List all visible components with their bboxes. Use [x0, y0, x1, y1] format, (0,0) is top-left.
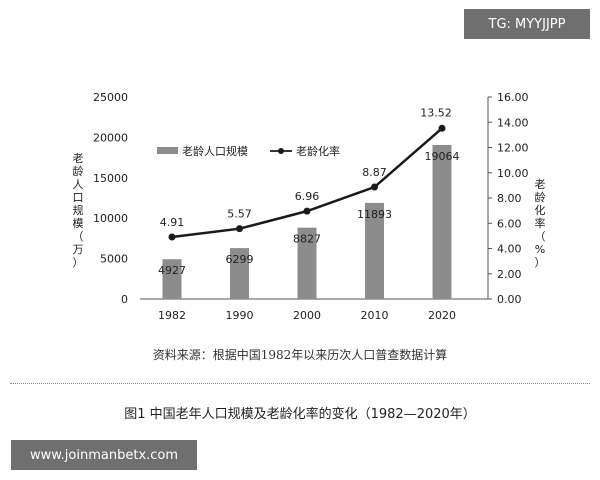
left-tick-label: 15000	[93, 172, 128, 185]
right-tick-label: 4.00	[497, 243, 522, 256]
right-tick-label: 6.00	[497, 217, 522, 230]
left-tick-label: 20000	[93, 131, 128, 144]
bar	[432, 144, 452, 299]
x-tick-label: 2010	[361, 309, 389, 322]
bar	[162, 259, 182, 299]
right-tick-label: 12.00	[497, 142, 529, 155]
right-tick-label: 16.00	[497, 91, 529, 104]
line-point	[303, 207, 311, 215]
x-tick-label: 1982	[158, 309, 186, 322]
bar-value-label: 4927	[158, 264, 186, 277]
line-value-label: 5.57	[227, 208, 252, 221]
legend-line-marker	[278, 148, 284, 154]
x-tick-label: 1990	[226, 309, 254, 322]
x-tick-label: 2020	[428, 309, 456, 322]
right-tick-label: 8.00	[497, 192, 522, 205]
legend-bar-swatch	[157, 147, 178, 154]
divider	[10, 383, 590, 384]
line-point	[371, 183, 378, 191]
bar	[230, 248, 249, 299]
combo-chart: 0 5000 10000 15000 20000 25000 0.00 2.00 4.00 6.0…	[73, 91, 546, 322]
left-tick-label: 10000	[93, 212, 128, 225]
watermark-bottom: www.joinmanbetx.com	[11, 440, 197, 470]
legend-line-label: 老龄化率	[296, 144, 340, 158]
right-tick-label: 0.00	[497, 293, 522, 306]
bar-value-label: 6299	[226, 253, 254, 266]
line-value-label: 4.91	[160, 216, 185, 229]
right-tick-label: 14.00	[497, 116, 529, 129]
figure-caption: 图1 中国老年人口规模及老龄化率的变化（1982—2020年）	[124, 407, 476, 422]
line-value-label: 6.96	[295, 190, 320, 203]
right-tick-label: 10.00	[497, 167, 529, 180]
bar-value-label: 19064	[425, 150, 460, 163]
source-note: 资料来源：根据中国1982年以来历次人口普查数据计算	[152, 348, 448, 362]
left-tick-label: 25000	[93, 91, 128, 104]
x-tick-label: 2000	[293, 309, 321, 322]
line-value-label: 8.87	[362, 166, 387, 179]
bar-value-label: 8827	[293, 233, 321, 246]
legend-bar-label: 老龄人口规模	[182, 144, 248, 158]
right-tick-label: 2.00	[497, 268, 522, 281]
bar	[297, 227, 317, 299]
line-value-label: 13.52	[420, 106, 452, 119]
line-point	[236, 225, 243, 233]
line-point	[168, 233, 176, 241]
left-tick-label: 5000	[100, 253, 128, 266]
right-axis-title: 老龄化率（%）	[535, 178, 546, 269]
bar	[365, 202, 384, 299]
left-axis-title: 老龄人口规模（万）	[73, 152, 84, 269]
watermark-top: TG: MYYJJPP	[464, 9, 590, 39]
left-tick-label: 0	[121, 293, 128, 306]
line-point	[438, 124, 446, 132]
bar-value-label: 11893	[357, 208, 392, 221]
